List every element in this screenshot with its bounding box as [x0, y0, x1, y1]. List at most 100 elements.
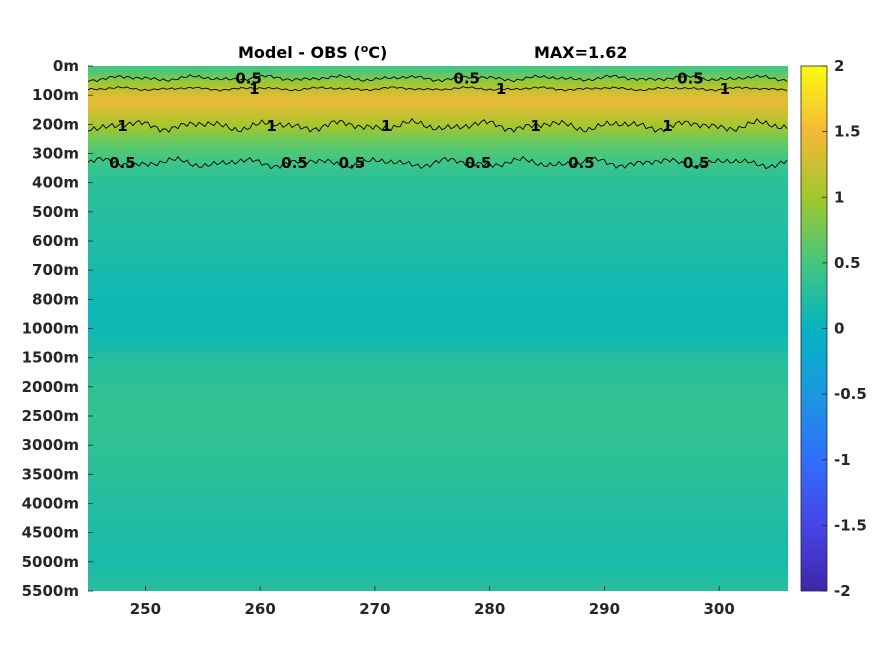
heatmap-band [88, 417, 788, 421]
max-value-label: MAX=1.62 [534, 43, 628, 62]
contour-labels: 0.5 0.5 0.51 1 11 1 1 1 10.5 0.5 0.5 0.5 0.5 0.5 [109, 69, 730, 172]
y-tick-label: 500m [32, 203, 79, 221]
heatmap-band [88, 405, 788, 409]
heatmap-band [88, 486, 788, 490]
heatmap-band [88, 264, 788, 268]
heatmap-band [88, 156, 788, 160]
heatmap-band [88, 471, 788, 475]
heatmap-band [88, 246, 788, 250]
heatmap-band [88, 231, 788, 235]
heatmap-band [88, 261, 788, 265]
heatmap-band [88, 564, 788, 568]
heatmap-band [88, 258, 788, 262]
colorbar-tick-label: -1.5 [834, 516, 867, 534]
heatmap-band [88, 522, 788, 526]
heatmap-band [88, 240, 788, 244]
heatmap-band [88, 402, 788, 406]
heatmap-band [88, 567, 788, 571]
heatmap-band [88, 267, 788, 271]
y-tick-label: 100m [32, 86, 79, 104]
heatmap-band [88, 138, 788, 142]
heatmap-band [88, 291, 788, 295]
heatmap-band [88, 528, 788, 532]
heatmap-band [88, 477, 788, 481]
heatmap-band [88, 162, 788, 166]
heatmap-band [88, 276, 788, 280]
heatmap-band [88, 369, 788, 373]
heatmap-band [88, 399, 788, 403]
heatmap-band [88, 504, 788, 508]
y-tick-label: 400m [32, 174, 79, 192]
colorbar-tick-label: 0.5 [834, 254, 861, 272]
heatmap-band [88, 396, 788, 400]
heatmap-band [88, 252, 788, 256]
heatmap-band [88, 516, 788, 520]
y-tick-label: 3000m [22, 436, 79, 454]
heatmap-field [88, 66, 788, 591]
colorbar-tick-label: -1 [834, 451, 851, 469]
y-tick-label: 2000m [22, 378, 79, 396]
heatmap-band [88, 531, 788, 535]
x-tick-label: 280 [474, 600, 505, 618]
contour-label: 0.5 [677, 69, 704, 87]
x-tick-label: 300 [703, 600, 734, 618]
heatmap-band [88, 90, 788, 94]
contour-label: 0.5 [453, 69, 480, 87]
heatmap-band [88, 468, 788, 472]
x-tick-label: 260 [244, 600, 275, 618]
contour-label: 0.5 [683, 154, 710, 172]
heatmap-band [88, 312, 788, 316]
colorbar-tick-label: -2 [834, 582, 851, 600]
contour-line [88, 155, 788, 170]
heatmap-band [88, 339, 788, 343]
heatmap-band [88, 84, 788, 88]
heatmap-band [88, 93, 788, 97]
contour-label: 1 [266, 117, 276, 135]
heatmap-band [88, 81, 788, 85]
heatmap-band [88, 579, 788, 583]
y-tick-label: 1000m [22, 320, 79, 338]
heatmap-band [88, 72, 788, 76]
heatmap-band [88, 414, 788, 418]
heatmap-band [88, 204, 788, 208]
heatmap-band [88, 228, 788, 232]
colorbar-tick-label: -0.5 [834, 385, 867, 403]
heatmap-band [88, 387, 788, 391]
heatmap-band [88, 288, 788, 292]
heatmap-band [88, 282, 788, 286]
heatmap-band [88, 270, 788, 274]
y-tick-label: 200m [32, 115, 79, 133]
chart-title: Model - OBS (oC) [238, 42, 387, 62]
heatmap-band [88, 483, 788, 487]
heatmap-band [88, 333, 788, 337]
heatmap-band [88, 393, 788, 397]
heatmap-band [88, 234, 788, 238]
heatmap-band [88, 450, 788, 454]
heatmap-band [88, 561, 788, 565]
heatmap-band [88, 132, 788, 136]
contour-line [88, 86, 788, 92]
heatmap-band [88, 510, 788, 514]
heatmap-band [88, 135, 788, 139]
heatmap-band [88, 360, 788, 364]
contour-label: 1 [662, 117, 672, 135]
heatmap-band [88, 537, 788, 541]
heatmap-band [88, 507, 788, 511]
heatmap-band [88, 363, 788, 367]
heatmap-plot-area: 0.5 0.5 0.51 1 11 1 1 1 10.5 0.5 0.5 0.5 0.5 0.5 [88, 66, 788, 591]
heatmap-band [88, 351, 788, 355]
heatmap-band [88, 111, 788, 115]
x-tick-label: 290 [589, 600, 620, 618]
heatmap-band [88, 219, 788, 223]
heatmap-band [88, 237, 788, 241]
heatmap-band [88, 348, 788, 352]
contour-label: 1 [720, 80, 730, 98]
contour-label: 1 [381, 117, 391, 135]
heatmap-band [88, 489, 788, 493]
contour-label: 0.5 [281, 154, 308, 172]
heatmap-band [88, 129, 788, 133]
heatmap-band [88, 558, 788, 562]
heatmap-band [88, 165, 788, 169]
heatmap-band [88, 141, 788, 145]
heatmap-band [88, 543, 788, 547]
